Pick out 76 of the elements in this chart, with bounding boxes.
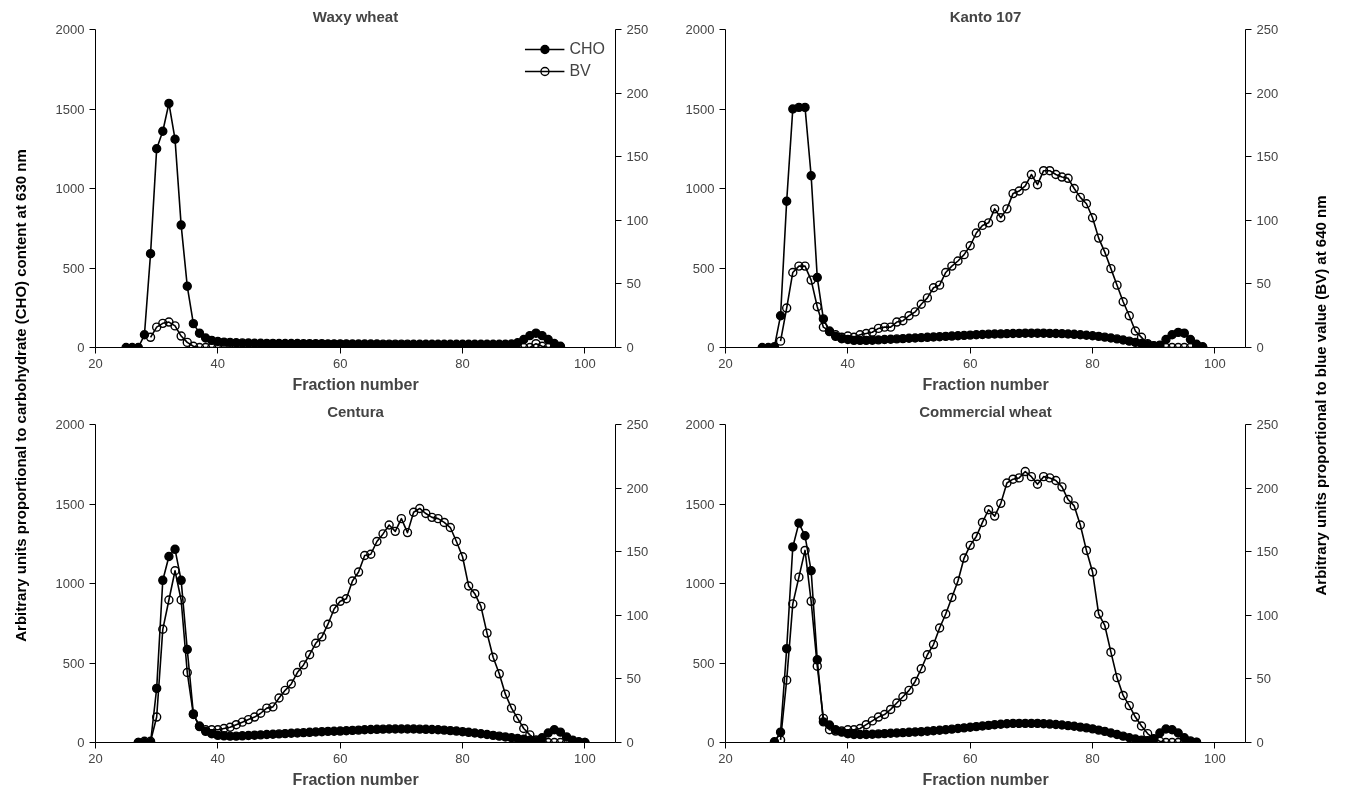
x-tick-label: 40: [840, 355, 856, 371]
y-tick-label: 0: [77, 735, 85, 750]
y2-tick-label: 250: [1256, 417, 1279, 432]
legend-label: CHO: [569, 40, 605, 58]
y2-tick-label: 200: [1256, 480, 1279, 496]
y2-tick-label: 50: [1256, 276, 1271, 292]
y2-tick-label: 100: [626, 607, 649, 623]
y-tick-label: 0: [707, 340, 715, 355]
chart-title: Commercial wheat: [919, 402, 1052, 420]
x-tick-label: 60: [962, 750, 978, 766]
x-tick-label: 20: [718, 355, 733, 371]
y2-tick-label: 0: [626, 735, 634, 750]
x-axis-title: Fraction number: [922, 375, 1049, 393]
chart-title: Waxy wheat: [312, 7, 399, 25]
y2-tick-label: 100: [1256, 212, 1279, 228]
y-tick-label: 1000: [685, 576, 715, 591]
y2-tick-label: 50: [626, 671, 641, 687]
y2-tick-label: 100: [1256, 607, 1279, 623]
chart-title: Centura: [327, 402, 385, 420]
x-tick-label: 80: [455, 355, 470, 371]
y2-tick-label: 50: [626, 276, 641, 292]
x-tick-label: 40: [840, 750, 856, 766]
y2-tick-label: 250: [626, 417, 649, 432]
x-tick-label: 40: [210, 355, 226, 371]
x-axis-title: Fraction number: [922, 770, 1049, 788]
y2-tick-label: 250: [626, 22, 649, 37]
y2-axis-title: Arbitrary units proportional to blue value (BV) at 640 nm: [1312, 195, 1329, 596]
y2-tick-label: 150: [1256, 544, 1279, 560]
y-tick-label: 2000: [685, 417, 715, 432]
x-tick-label: 100: [574, 355, 596, 371]
y-tick-label: 1500: [685, 496, 715, 512]
y-tick-label: 1500: [55, 101, 85, 117]
x-tick-label: 80: [1085, 750, 1100, 766]
x-tick-label: 100: [1204, 750, 1226, 766]
x-tick-label: 20: [88, 750, 103, 766]
y2-tick-label: 250: [1256, 22, 1279, 37]
y2-tick-label: 150: [626, 149, 649, 165]
y2-tick-label: 100: [626, 212, 649, 228]
y2-tick-label: 0: [1256, 340, 1264, 355]
x-axis-title: Fraction number: [292, 770, 419, 788]
x-tick-label: 80: [1085, 355, 1100, 371]
y-tick-label: 500: [692, 655, 715, 671]
x-tick-label: 20: [718, 750, 733, 766]
y2-tick-label: 200: [1256, 85, 1279, 101]
x-tick-label: 60: [962, 355, 978, 371]
x-axis-title: Fraction number: [292, 375, 419, 393]
y-tick-label: 1000: [55, 576, 85, 591]
x-tick-label: 100: [574, 750, 596, 766]
y-tick-label: 1000: [55, 181, 85, 196]
y-tick-label: 500: [692, 260, 715, 276]
x-tick-label: 100: [1204, 355, 1226, 371]
y-tick-label: 500: [62, 655, 85, 671]
y2-tick-label: 200: [626, 85, 649, 101]
y2-tick-label: 200: [626, 480, 649, 496]
x-tick-label: 20: [88, 355, 103, 371]
x-tick-label: 80: [455, 750, 470, 766]
y2-tick-label: 150: [1256, 149, 1279, 165]
y-tick-label: 2000: [55, 417, 85, 432]
y-tick-label: 500: [62, 260, 85, 276]
y-tick-label: 0: [707, 735, 715, 750]
y2-tick-label: 150: [626, 544, 649, 560]
y-tick-label: 0: [77, 340, 85, 355]
y2-tick-label: 0: [1256, 735, 1264, 750]
chart-title: Kanto 107: [949, 7, 1022, 25]
legend-label: BV: [569, 62, 591, 80]
y-tick-label: 2000: [55, 22, 85, 37]
y-tick-label: 2000: [685, 22, 715, 37]
x-tick-label: 60: [332, 355, 348, 371]
y-tick-label: 1500: [55, 496, 85, 512]
x-tick-label: 40: [210, 750, 226, 766]
y-axis-title: Arbitrary units proportional to carbohydrate (CHO) content at 630 nm: [12, 149, 29, 642]
x-tick-label: 60: [332, 750, 348, 766]
y-tick-label: 1500: [685, 101, 715, 117]
y2-tick-label: 50: [1256, 671, 1271, 687]
y2-tick-label: 0: [626, 340, 634, 355]
y-tick-label: 1000: [685, 181, 715, 196]
